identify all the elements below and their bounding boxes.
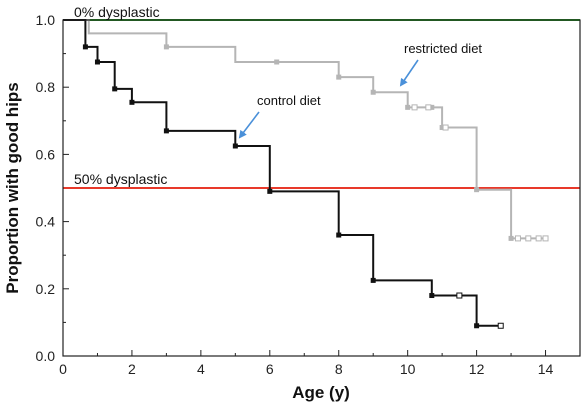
x-tick-label: 8 (335, 361, 343, 377)
event-marker (82, 44, 88, 50)
censored-marker (497, 322, 504, 329)
event-marker (163, 44, 169, 50)
series-lines (63, 19, 546, 327)
event-marker (474, 323, 480, 329)
ref-label-0-dysplastic: 0% dysplastic (74, 4, 160, 20)
y-tick-label: 1.0 (36, 12, 56, 28)
event-marker (274, 59, 280, 65)
annotation-control-diet: control diet (257, 93, 321, 108)
event-marker (336, 74, 342, 80)
event-marker (370, 89, 376, 95)
series-line (63, 19, 501, 327)
x-tick-label: 2 (128, 361, 136, 377)
x-tick-label: 10 (400, 361, 416, 377)
event-marker (232, 143, 238, 149)
censored-marker (525, 235, 532, 242)
x-tick-label: 0 (59, 361, 67, 377)
event-marker (267, 188, 273, 194)
censored-marker (442, 124, 449, 131)
y-axis-title: Proportion with good hips (3, 82, 22, 294)
y-tick-label: 0.2 (36, 281, 56, 297)
y-tick-label: 0.0 (36, 348, 56, 364)
censored-marker (535, 235, 542, 242)
event-marker (474, 187, 480, 193)
ref-label-50-dysplastic: 50% dysplastic (74, 171, 167, 187)
event-marker (439, 125, 445, 131)
annotation-restricted-diet: restricted diet (404, 41, 482, 56)
arrow-restricted-diet (399, 59, 419, 87)
y-tick-label: 0.6 (36, 146, 56, 162)
axis-ticks: 0 2 4 6 8 10 12 14 0.0 0.2 0.4 0.6 0.8 1.0 (36, 12, 554, 377)
censored-marker (542, 235, 549, 242)
event-marker (163, 128, 169, 134)
x-tick-label: 6 (266, 361, 274, 377)
x-tick-label: 4 (197, 361, 205, 377)
event-marker (112, 86, 118, 92)
event-marker (429, 293, 435, 299)
reference-lines (63, 19, 580, 189)
event-marker (429, 104, 435, 110)
series-markers (82, 44, 549, 329)
x-tick-label: 12 (469, 361, 485, 377)
event-marker (336, 232, 342, 238)
y-tick-label: 0.4 (36, 214, 56, 230)
arrow-control-diet (238, 111, 260, 139)
censored-marker (411, 104, 418, 111)
event-marker (129, 99, 135, 105)
series-line (63, 19, 546, 240)
event-marker (370, 277, 376, 283)
censored-marker (514, 235, 521, 242)
x-axis-title: Age (y) (292, 383, 350, 402)
event-marker (508, 235, 514, 241)
censored-marker (425, 104, 432, 111)
plot-frame (62, 19, 581, 357)
y-tick-label: 0.8 (36, 79, 56, 95)
x-tick-label: 14 (538, 361, 554, 377)
censored-marker (456, 292, 463, 299)
event-marker (405, 104, 411, 110)
event-marker (94, 59, 100, 65)
